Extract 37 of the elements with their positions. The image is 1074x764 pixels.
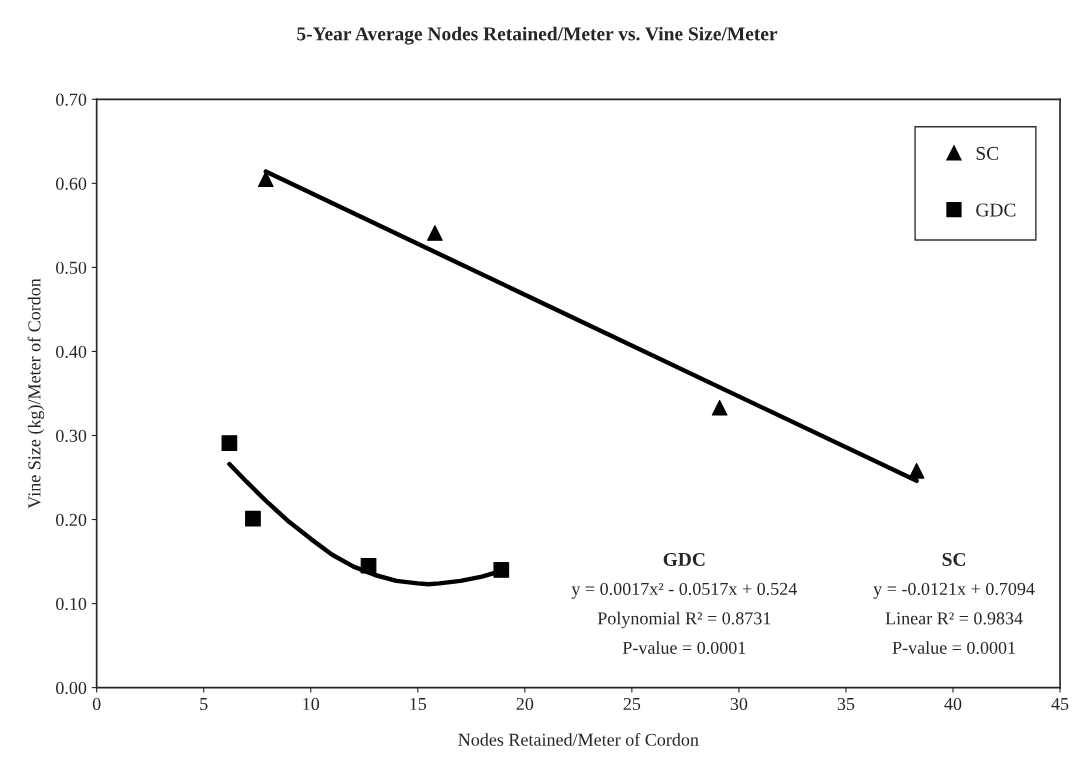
legend-label: SC (976, 146, 999, 160)
y-tick-label: 0.60 (56, 177, 87, 190)
y-tick-label: 0.30 (56, 429, 87, 442)
y-tick-label: 0.40 (56, 345, 87, 358)
x-tick-label: 20 (516, 697, 534, 711)
annotation: P-value = 0.0001 (622, 641, 746, 654)
x-axis-title: Nodes Retained/Meter of Cordon (458, 732, 699, 746)
y-tick-label: 0.20 (56, 513, 87, 527)
x-tick-label: 40 (944, 697, 962, 711)
point (908, 462, 925, 479)
annotation: SC (942, 552, 966, 566)
x-tick-label: 5 (200, 698, 208, 711)
point (221, 435, 238, 451)
point (245, 510, 261, 527)
chart-title: 5-Year Average Nodes Retained/Meter vs. Vine Size/Meter (297, 26, 778, 45)
y-tick-label: 0.10 (56, 597, 87, 611)
y-tick-label: 0.50 (56, 261, 87, 274)
point (427, 225, 443, 241)
x-tick-label: 10 (303, 697, 320, 711)
annotation: y = 0.0017x² - 0.0517x + 0.524 (571, 582, 797, 599)
point (257, 171, 274, 188)
x-tick-label: 0 (92, 697, 101, 711)
annotation: P-value = 0.0001 (892, 641, 1015, 654)
annotation: Linear R² = 0.9834 (885, 612, 1023, 625)
annotation: Polynomial R² = 0.8731 (597, 611, 771, 629)
y-axis-title: Vine Size (kg)/Meter of Cordon (27, 278, 45, 509)
point (711, 399, 728, 416)
annotation: GDC (663, 552, 705, 566)
y-tick-label: 0.70 (56, 93, 87, 106)
x-tick-label: 15 (410, 697, 427, 711)
annotation: y = -0.0121x + 0.7094 (873, 582, 1035, 599)
y-tick-label: 0.00 (56, 681, 87, 695)
legend-label: GDC (976, 203, 1016, 217)
x-tick-label: 30 (730, 697, 748, 711)
x-tick-label: 25 (623, 697, 641, 711)
x-tick-label: 45 (1051, 697, 1069, 711)
x-tick-label: 35 (837, 697, 855, 711)
